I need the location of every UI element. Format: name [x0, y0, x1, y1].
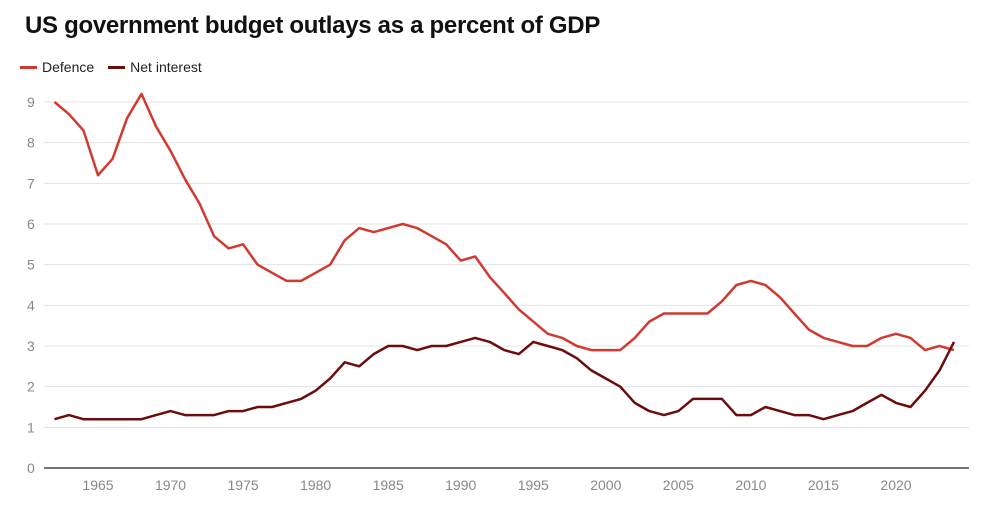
gridlines [44, 101, 969, 469]
y-tick-label: 0 [27, 460, 35, 476]
legend-label-defence: Defence [42, 59, 95, 75]
chart-title: US government budget outlays as a percen… [25, 12, 601, 39]
legend-item-net-interest[interactable]: Net interest [108, 59, 202, 75]
y-tick-label: 1 [27, 419, 35, 435]
y-tick-label: 4 [27, 297, 35, 313]
y-tick-label: 8 [27, 135, 35, 151]
series-line-net-interest[interactable] [54, 336, 956, 421]
legend-swatch-net-interest [108, 65, 126, 69]
y-tick-label: 9 [27, 94, 35, 110]
legend: Defence Net interest [20, 59, 216, 75]
x-tick-label: 1970 [155, 477, 186, 493]
x-tick-label: 2010 [735, 477, 766, 493]
legend-item-defence[interactable]: Defence [20, 59, 94, 75]
y-tick-label: 7 [27, 175, 35, 191]
x-tick-label: 1990 [445, 477, 476, 493]
legend-label-net-interest: Net interest [130, 59, 202, 75]
legend-swatch-defence [20, 65, 37, 69]
series-lines [53, 92, 956, 421]
x-tick-label: 2000 [590, 477, 621, 493]
x-tick-label: 2005 [663, 477, 694, 493]
y-tick-label: 3 [27, 338, 35, 354]
x-tick-label: 2020 [880, 477, 911, 493]
y-axis: 0 1 2 3 4 5 6 7 8 9 [27, 94, 35, 476]
x-tick-label: 2015 [808, 477, 839, 493]
series-line-defence[interactable] [53, 92, 955, 352]
x-tick-label: 1965 [82, 477, 113, 493]
x-tick-label: 1980 [300, 477, 331, 493]
y-tick-label: 2 [27, 379, 35, 395]
x-tick-label: 1985 [373, 477, 404, 493]
y-tick-label: 5 [27, 257, 35, 273]
x-tick-label: 1995 [518, 477, 549, 493]
x-axis: 1965 1970 1975 1980 1985 1990 1995 2000 2005 2010… [82, 477, 911, 493]
y-tick-label: 6 [27, 216, 35, 232]
x-tick-label: 1975 [228, 477, 259, 493]
